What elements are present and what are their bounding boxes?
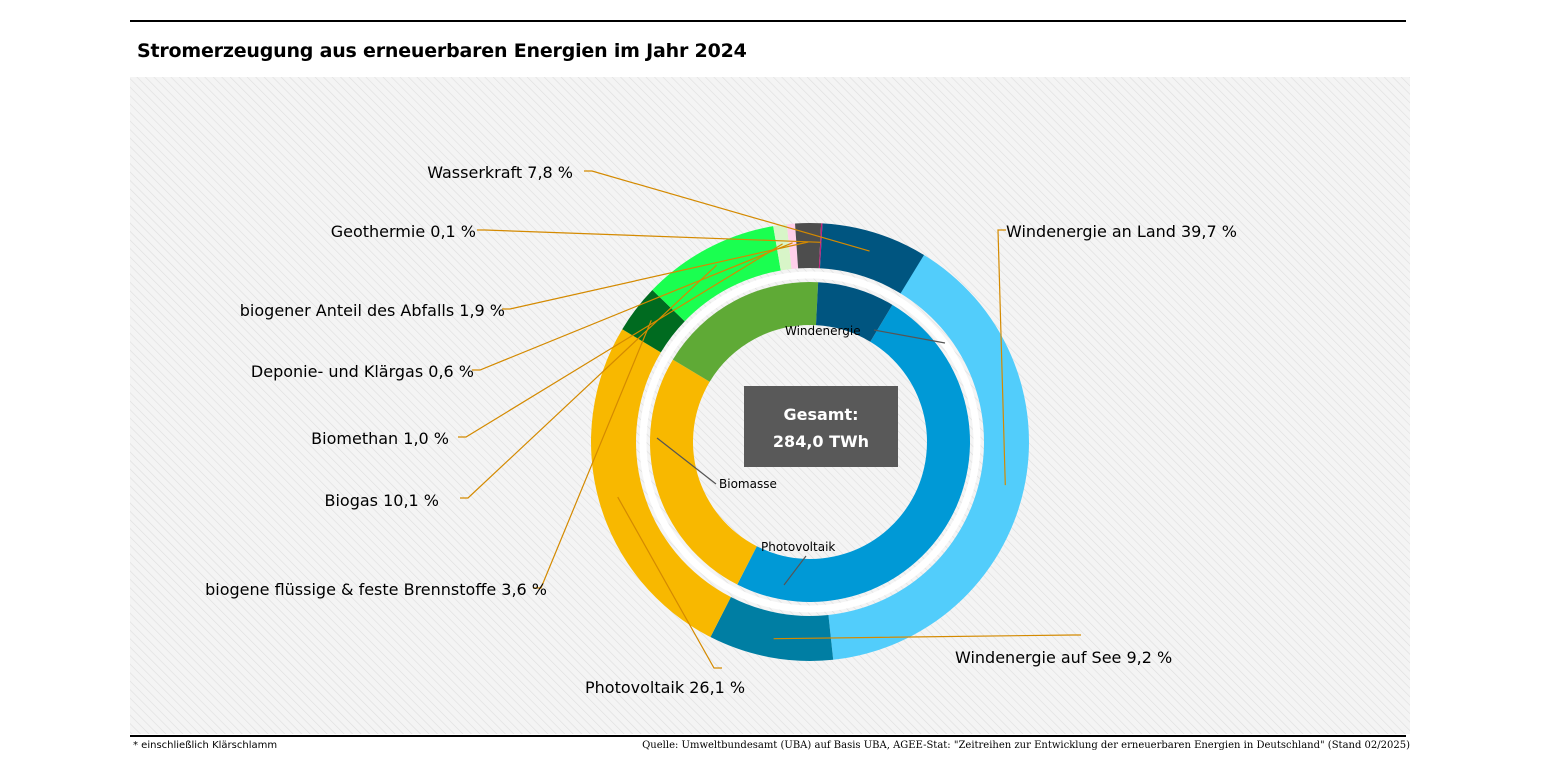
inner-slice-biomasse — [672, 282, 819, 382]
inner-leader-photovoltaik — [783, 555, 807, 586]
leader-wasserkraft — [584, 170, 870, 252]
top-rule — [130, 20, 1406, 22]
inner-leader-biomasse — [656, 437, 717, 485]
label-biogene-flussige-feste-brennstoffe: biogene flüssige & feste Brennstoffe 3,6… — [205, 580, 547, 599]
leader-geothermie — [477, 229, 821, 243]
label-geothermie: Geothermie 0,1 % — [331, 222, 476, 241]
inner-leader-windenergie — [873, 329, 946, 344]
label-biogener-anteil-des-abfalls: biogener Anteil des Abfalls 1,9 % — [240, 301, 505, 320]
center-total-value: 284,0 TWh — [773, 432, 869, 451]
leader-biogener-anteil-des-abfalls — [502, 241, 809, 310]
label-windenergie-auf-see: Windenergie auf See 9,2 % — [955, 648, 1172, 667]
outer-slice-deponie-und-klargas — [786, 223, 799, 269]
source-note: Quelle: Umweltbundesamt (UBA) auf Basis … — [642, 740, 1410, 751]
inner-slice-windenergie — [737, 304, 970, 602]
leader-deponie-und-klargas — [472, 242, 793, 371]
center-total-label: Gesamt: — [783, 405, 858, 424]
inner-slice-photovoltaik — [650, 359, 757, 585]
label-wasserkraft: Wasserkraft 7,8 % — [427, 163, 573, 182]
leader-windenergie-an-land — [997, 229, 1006, 486]
inner-ring — [639, 271, 981, 613]
leader-windenergie-auf-see — [773, 634, 1081, 640]
chart-title: Stromerzeugung aus erneuerbaren Energien… — [137, 40, 747, 62]
footnote: * einschließlich Klärschlamm — [133, 740, 278, 751]
inner-labels: Windenergie Photovoltaik Biomasse — [656, 324, 946, 586]
label-deponie-und-klargas: Deponie- und Klärgas 0,6 % — [251, 362, 474, 381]
outer-slice-geothermie — [818, 223, 823, 269]
ring-separator — [639, 271, 981, 613]
outer-slice-biogene-flussige-feste-brennstoffe — [622, 289, 685, 353]
bottom-rule — [130, 735, 1406, 737]
outer-slice-photovoltaik — [591, 329, 731, 638]
outer-slice-wasserkraft — [819, 223, 924, 294]
outer-labels: Windenergie an Land 39,7 % Windenergie au… — [205, 163, 1237, 697]
outer-slice-windenergie-auf-see — [710, 596, 834, 661]
label-windenergie-an-land: Windenergie an Land 39,7 % — [1006, 222, 1237, 241]
leader-biomethan — [458, 243, 783, 438]
outer-slice-windenergie-an-land — [828, 254, 1029, 660]
leader-biogas — [460, 264, 717, 499]
leader-photovoltaik — [617, 496, 722, 669]
inner-label-photovoltaik: Photovoltaik — [761, 540, 835, 554]
label-biogas: Biogas 10,1 % — [324, 491, 439, 510]
outer-slice-biogener-anteil-des-abfalls — [795, 222, 822, 269]
center-box — [744, 386, 898, 467]
label-biomethan: Biomethan 1,0 % — [311, 429, 449, 448]
inner-label-windenergie: Windenergie — [785, 324, 861, 338]
leader-biogene-flussige-feste-brennstoffe — [533, 320, 652, 589]
label-photovoltaik: Photovoltaik 26,1 % — [585, 678, 745, 697]
inner-label-biomasse: Biomasse — [719, 477, 777, 491]
inner-slice-wasserkraft — [815, 282, 893, 342]
leader-lines — [458, 170, 1081, 669]
